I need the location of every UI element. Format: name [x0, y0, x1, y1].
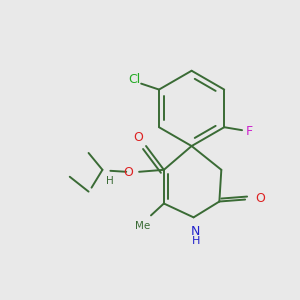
- Text: N: N: [191, 225, 200, 238]
- Text: O: O: [123, 166, 133, 179]
- Text: H: H: [106, 176, 114, 186]
- Text: O: O: [255, 192, 265, 205]
- Text: H: H: [191, 236, 200, 246]
- Text: F: F: [245, 125, 253, 138]
- Text: O: O: [133, 130, 143, 144]
- Text: Cl: Cl: [128, 73, 140, 86]
- Text: Me: Me: [135, 221, 151, 231]
